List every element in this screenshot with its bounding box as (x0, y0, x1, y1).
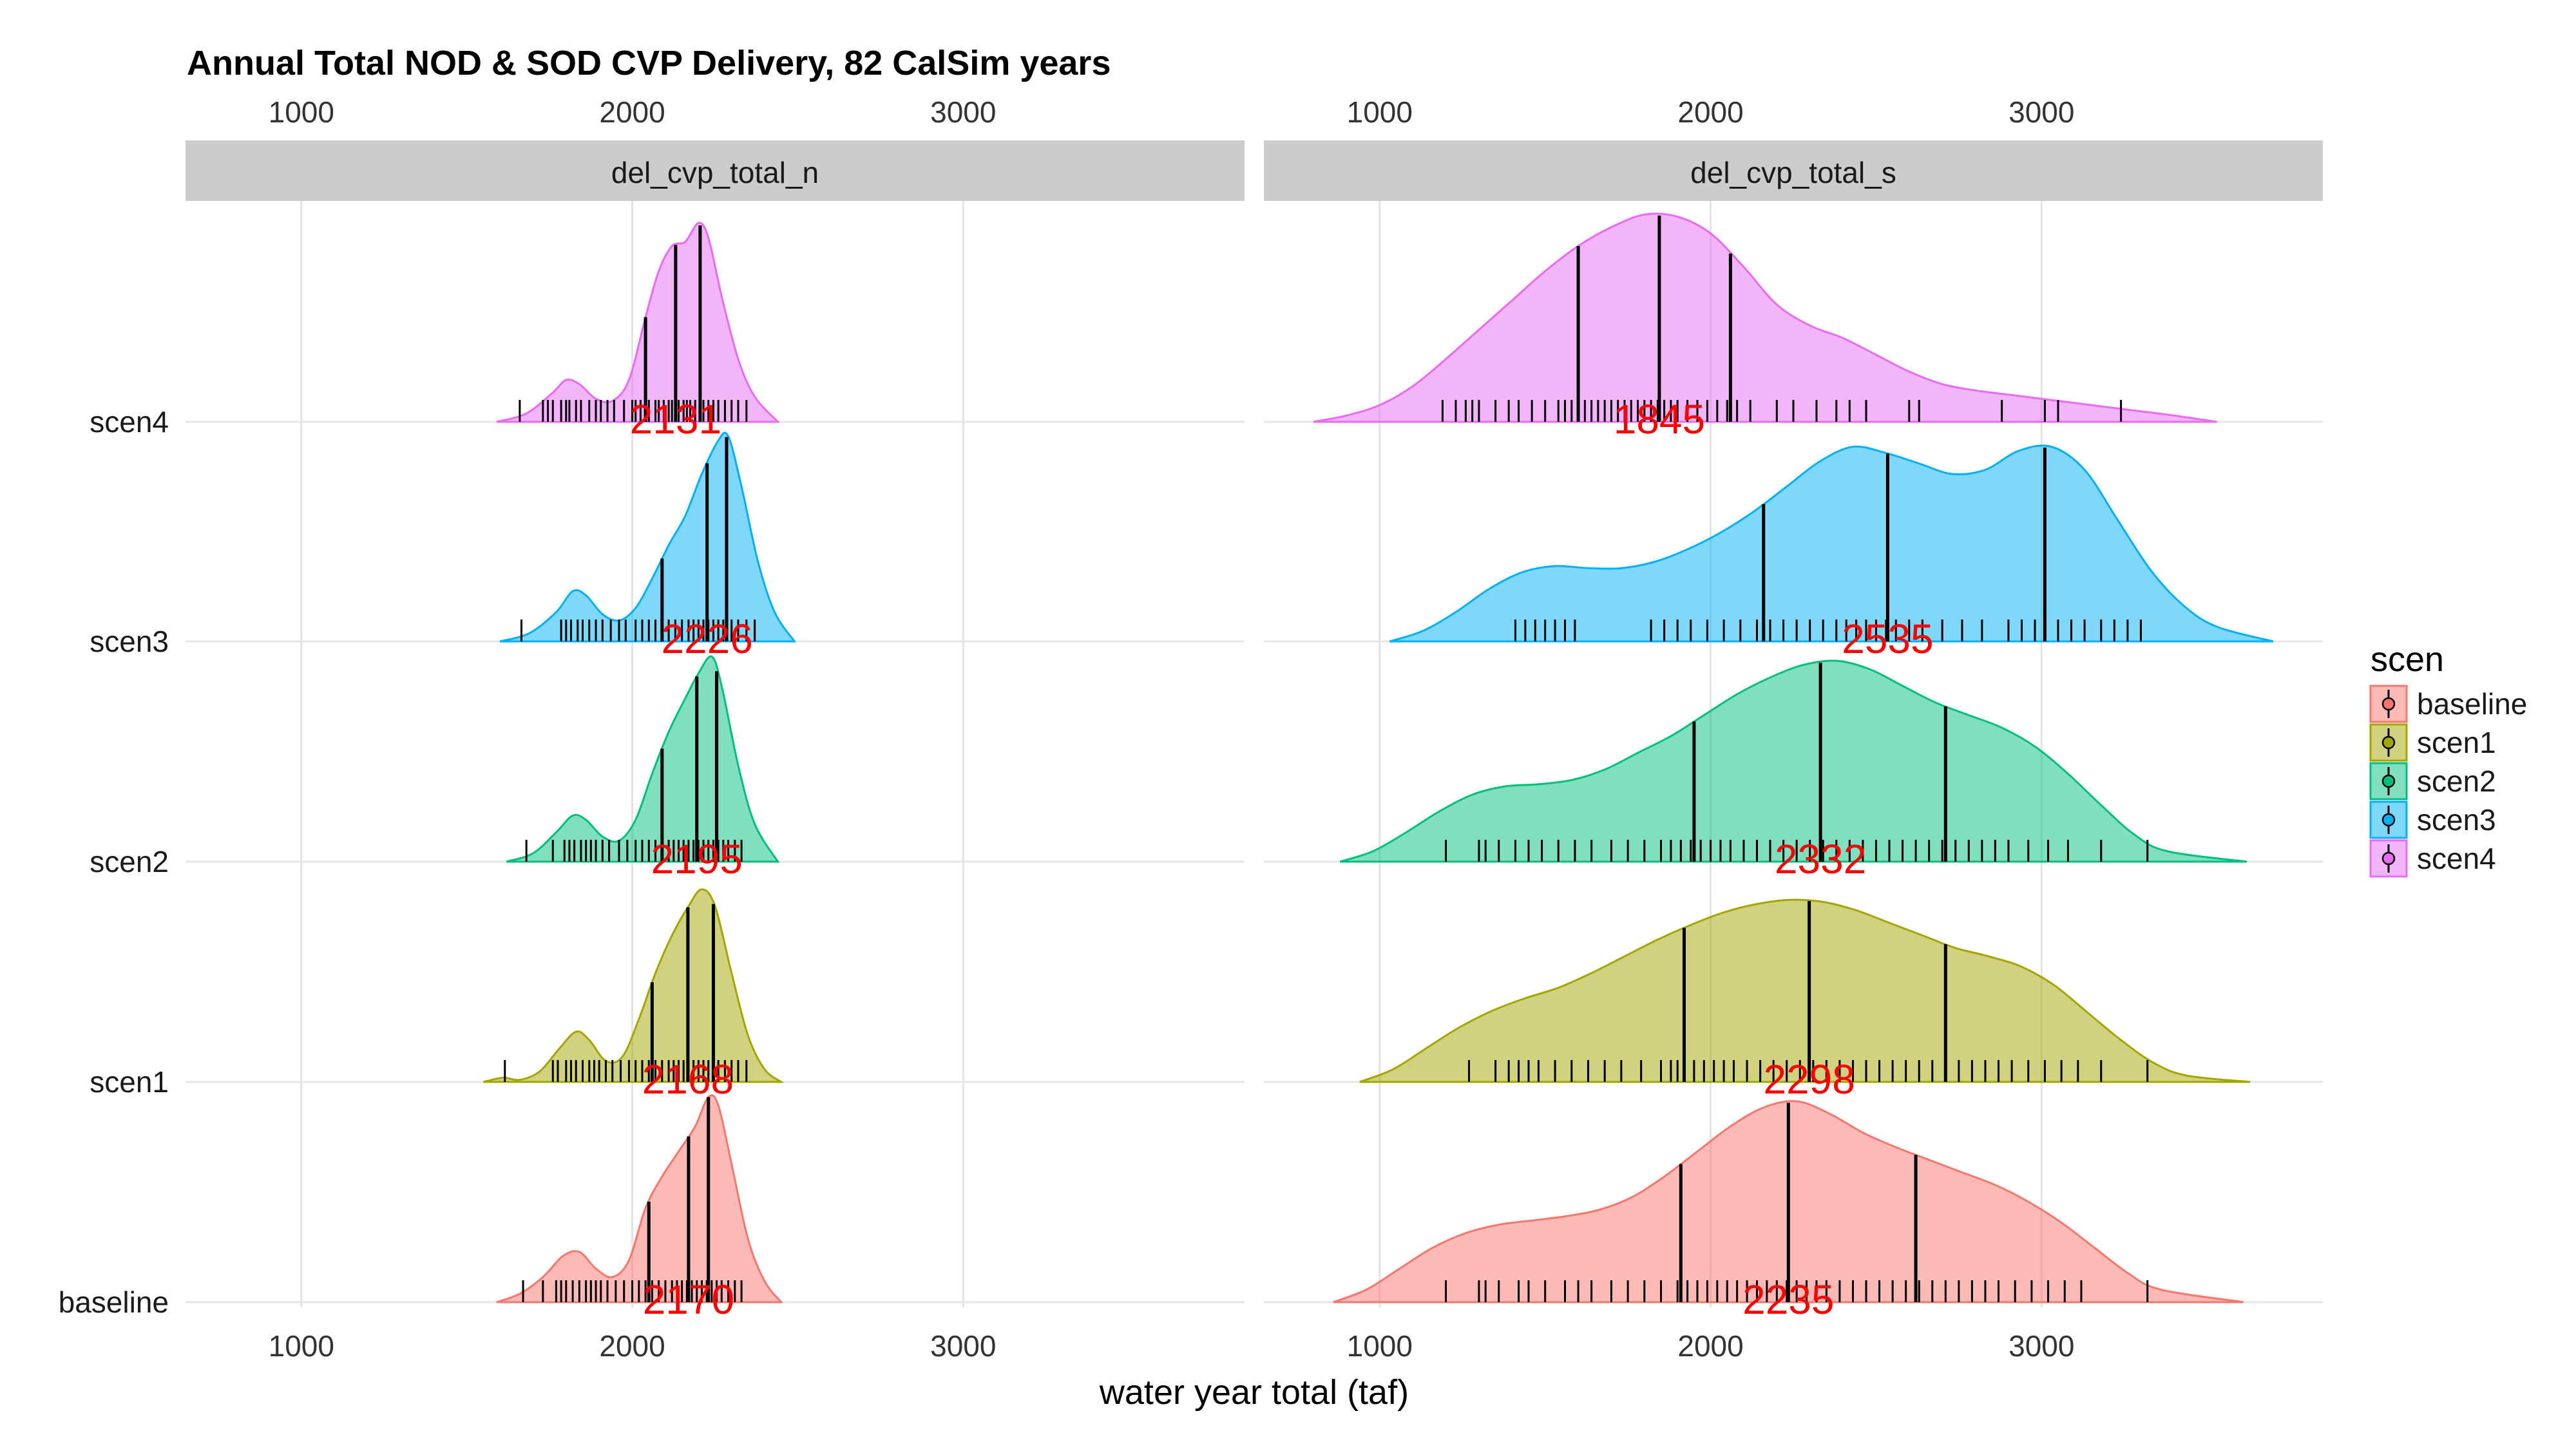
density-area-scen2 (506, 655, 780, 863)
median-label: 2298 (1763, 1056, 1855, 1103)
x-tick-label-bottom: 3000 (930, 1329, 996, 1363)
ridge-scen2: 2332 (1339, 659, 2247, 882)
plot-layer: del_cvp_total_n 1000 2000 3000 1000 2000 3000 2… (59, 95, 2323, 1363)
median-label: 2235 (1742, 1276, 1834, 1323)
x-axis-label: water year total (taf) (1099, 1373, 1409, 1412)
legend-key-point (2381, 697, 2396, 711)
y-tick-label-scen2: scen2 (90, 845, 169, 878)
facet-strip (1264, 140, 2323, 201)
median-label: 2226 (661, 616, 752, 662)
density-area-scen4 (1313, 213, 2217, 423)
facet-panel-del_cvp_total_s: del_cvp_total_s 1000 2000 3000 1000 2000 3000 1… (1264, 95, 2323, 1363)
density-area-scen3 (1389, 444, 2274, 643)
legend-key-point (2381, 735, 2396, 750)
facet-strip-label: del_cvp_total_n (611, 156, 819, 189)
median-label: 2131 (630, 396, 721, 442)
median-label: 2170 (643, 1276, 734, 1323)
ridge-scen4: 2131 (496, 222, 781, 442)
density-area-scen3 (499, 431, 797, 643)
ridge-scen1: 2168 (483, 888, 785, 1103)
x-tick-label-top: 1000 (1347, 95, 1413, 129)
x-tick-label-top: 3000 (930, 95, 996, 129)
median-label: 1845 (1614, 396, 1705, 442)
legend-label: scen3 (2417, 803, 2496, 837)
legend: baseline scen1 scen2 scen3 scen4 (2369, 685, 2527, 878)
legend-label: scen4 (2417, 842, 2496, 875)
density-area-scen4 (496, 222, 781, 423)
legend-key-point (2381, 774, 2396, 788)
density-area-scen2 (1339, 659, 2247, 863)
legend-label: scen2 (2417, 764, 2496, 798)
x-tick-label-top: 2000 (1677, 95, 1743, 129)
x-tick-label-bottom: 1000 (269, 1329, 334, 1363)
facet-strip (186, 140, 1245, 201)
y-tick-label-scen4: scen4 (90, 405, 169, 439)
ridge-scen4: 1845 (1313, 213, 2217, 442)
facet-panel-del_cvp_total_n: del_cvp_total_n 1000 2000 3000 1000 2000 3000 2… (186, 95, 1245, 1363)
ridge-scen3: 2226 (499, 431, 797, 662)
median-label: 2332 (1775, 836, 1866, 882)
median-label: 2535 (1842, 616, 1933, 662)
ridge-scen2: 2195 (506, 655, 780, 882)
density-area-scen1 (1359, 898, 2251, 1083)
x-tick-label-top: 3000 (2008, 95, 2074, 129)
ridge-scen1: 2298 (1359, 898, 2251, 1103)
x-tick-label-bottom: 2000 (599, 1329, 665, 1363)
ridge-scen3: 2535 (1389, 444, 2274, 662)
x-tick-label-bottom: 3000 (2008, 1329, 2074, 1363)
legend-item-scen4: scen4 (2369, 839, 2496, 878)
legend-item-baseline: baseline (2369, 685, 2527, 723)
chart-title: Annual Total NOD & SOD CVP Delivery, 82 … (187, 44, 1111, 82)
legend-title: scen (2371, 640, 2444, 679)
x-tick-label-bottom: 1000 (1347, 1329, 1413, 1363)
legend-label: scen1 (2417, 726, 2496, 759)
x-tick-label-bottom: 2000 (1677, 1329, 1743, 1363)
ridge-baseline: 2235 (1333, 1100, 2244, 1323)
density-area-scen1 (483, 888, 785, 1083)
facet-strip-label: del_cvp_total_s (1690, 156, 1896, 189)
legend-label: baseline (2417, 687, 2527, 721)
x-tick-label-top: 2000 (599, 95, 665, 129)
legend-item-scen3: scen3 (2369, 800, 2496, 839)
ridge-baseline: 2170 (496, 1094, 783, 1323)
legend-key-point (2381, 851, 2396, 866)
x-tick-label-top: 1000 (269, 95, 334, 129)
median-label: 2195 (651, 836, 743, 882)
y-tick-label-baseline: baseline (59, 1285, 169, 1319)
median-label: 2168 (642, 1056, 734, 1103)
legend-key-point (2381, 813, 2396, 827)
legend-item-scen1: scen1 (2369, 723, 2496, 762)
y-tick-label-scen3: scen3 (90, 625, 169, 658)
y-tick-label-scen1: scen1 (90, 1065, 169, 1099)
legend-item-scen2: scen2 (2369, 762, 2496, 800)
density-area-baseline (496, 1094, 783, 1303)
